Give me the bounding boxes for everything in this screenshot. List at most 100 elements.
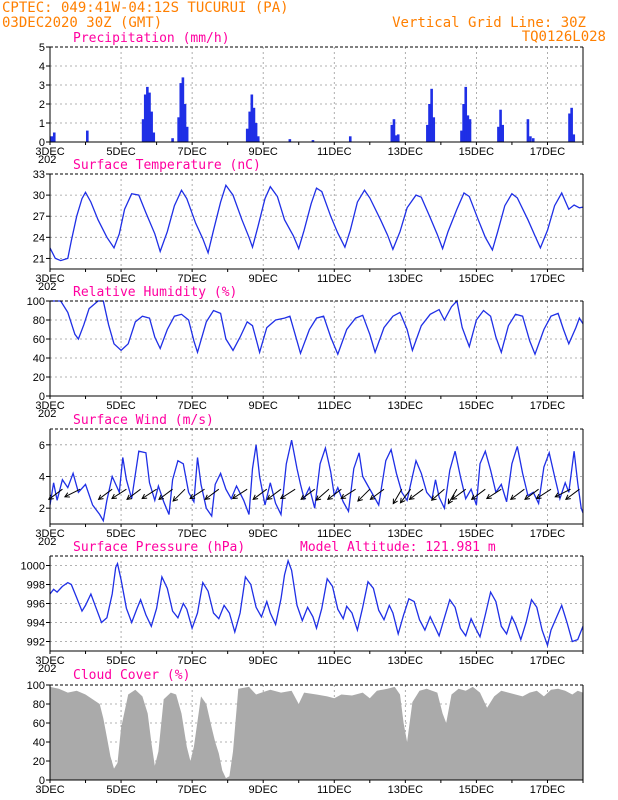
x-tick-label: 13DEC [388, 655, 424, 667]
y-tick-label: 1000 [21, 561, 45, 573]
x-tick-label: 7DEC [177, 655, 206, 667]
wind-arrow [204, 488, 220, 500]
y-tick-label: 5 [39, 42, 45, 54]
wind-arrow-head [279, 493, 286, 500]
wind-arrow-head [524, 494, 531, 500]
y-tick-label: 30 [33, 190, 45, 202]
precip-bar [148, 92, 151, 142]
x-tick-label: 17DEC [530, 528, 566, 540]
wind-arrow-shaft [126, 488, 141, 500]
wind-arrow [300, 488, 316, 500]
precip-bar [288, 139, 292, 142]
x-tick-label: 5DEC [106, 784, 135, 796]
x-tick-label: 7DEC [177, 528, 206, 540]
panel-title: Relative Humidity (%) [73, 285, 237, 300]
wind-arrow-shaft [471, 488, 486, 500]
x-tick-label: 11DEC [317, 784, 352, 796]
wind-arrow-shaft [158, 488, 173, 500]
y-tick-label: 4 [39, 61, 45, 73]
y-tick-label: 100 [27, 296, 45, 308]
x-tick-label: 13DEC [388, 400, 424, 412]
series-line [49, 439, 584, 523]
x-tick-label: 13DEC [388, 273, 424, 285]
wind-arrow-head [63, 492, 70, 498]
y-tick-label: 0 [39, 137, 45, 149]
wind-arrow-shaft [327, 488, 342, 500]
x-tick-label: 15DEC [459, 400, 495, 412]
wind-arrow-shaft [431, 488, 445, 501]
wind-arrow-shaft [536, 488, 552, 499]
wind-arrow [172, 488, 186, 502]
y-tick-label: 33 [33, 169, 45, 181]
wind-arrow [565, 488, 580, 500]
precip-bar [181, 77, 185, 142]
y-tick-label: 6 [39, 440, 45, 452]
x-tick-label: 13DEC [388, 528, 424, 540]
series-line [49, 558, 584, 648]
panel-annotation: Model Altitude: 121.981 m [300, 540, 496, 555]
panel-title: Surface Wind (m/s) [73, 413, 214, 428]
wind-arrow-shaft [98, 488, 113, 500]
y-tick-label: 4 [39, 472, 45, 484]
precip-bar [141, 119, 145, 142]
wind-arrow [524, 488, 539, 500]
precip-bar [254, 123, 258, 142]
precip-bar [179, 83, 183, 142]
wind-arrow-head [565, 494, 571, 500]
panel-1: Surface Temperature (nC) 21 24 27 30 33 3DEC 5D… [33, 158, 584, 293]
precip-bar [499, 109, 502, 142]
wind-arrow [141, 488, 157, 500]
x-tick-label: 5DEC [106, 146, 135, 158]
x-tick-label: 15DEC [459, 655, 495, 667]
x-tick-label: 7DEC [177, 400, 206, 412]
wind-arrow-shaft [392, 488, 403, 504]
wind-arrow-head [231, 493, 238, 500]
y-tick-label: 994 [27, 618, 45, 630]
wind-arrow-shaft [357, 488, 371, 502]
wind-arrow-shaft [232, 488, 248, 499]
precip-bar [348, 136, 352, 142]
y-tick-label: 0 [39, 391, 45, 403]
wind-arrow-head [340, 493, 347, 500]
x-tick-label: 7DEC [177, 273, 206, 285]
wind-arrow-shaft [64, 488, 81, 498]
precip-bar [529, 136, 532, 142]
x-tick-label: 3DEC [35, 146, 64, 158]
precip-bar [570, 107, 573, 142]
y-tick-label: 1 [39, 118, 45, 130]
precip-bar [468, 119, 472, 142]
y-tick-label: 20 [33, 372, 45, 384]
y-tick-label: 60 [33, 718, 45, 730]
panel-0: Precipitation (mm/h) 0 1 2 3 4 5 3DEC 5DEC 7DEC 9D… [35, 31, 584, 166]
wind-arrow-shaft [111, 488, 127, 499]
wind-arrow [535, 488, 552, 500]
x-tick-label: 17DEC [530, 273, 566, 285]
precip-bar [392, 119, 396, 142]
wind-arrow-head [97, 494, 104, 500]
header-location: CPTEC: 049:41W-04:12S TUCURUI (PA) [2, 0, 289, 16]
panel-title: Surface Pressure (hPa) [73, 540, 245, 555]
precip-bar [464, 86, 468, 142]
wind-arrow-head [252, 494, 259, 500]
wind-arrow [189, 488, 205, 500]
wind-arrow-shaft [189, 488, 205, 499]
y-tick-label: 2 [39, 99, 45, 111]
x-tick-label: 15DEC [459, 146, 495, 158]
wind-arrow [252, 488, 268, 500]
wind-arrow-head [315, 495, 322, 501]
wind-arrow-head [430, 495, 437, 501]
wind-arrow [326, 488, 342, 500]
precip-bar [143, 94, 147, 142]
precip-bar [497, 126, 500, 142]
x-tick-label: 9DEC [249, 400, 278, 412]
y-tick-label: 27 [33, 211, 45, 223]
wind-arrow [266, 488, 282, 500]
panels: Precipitation (mm/h) 0 1 2 3 4 5 3DEC 5DEC 7DEC 9D… [21, 31, 584, 796]
wind-arrow-head [369, 494, 376, 500]
precip-bar [466, 115, 470, 142]
y-tick-label: 992 [27, 637, 45, 649]
precip-bar [394, 135, 398, 142]
y-tick-label: 20 [33, 756, 45, 768]
x-tick-label: 17DEC [530, 784, 566, 796]
precip-bar [248, 111, 251, 142]
